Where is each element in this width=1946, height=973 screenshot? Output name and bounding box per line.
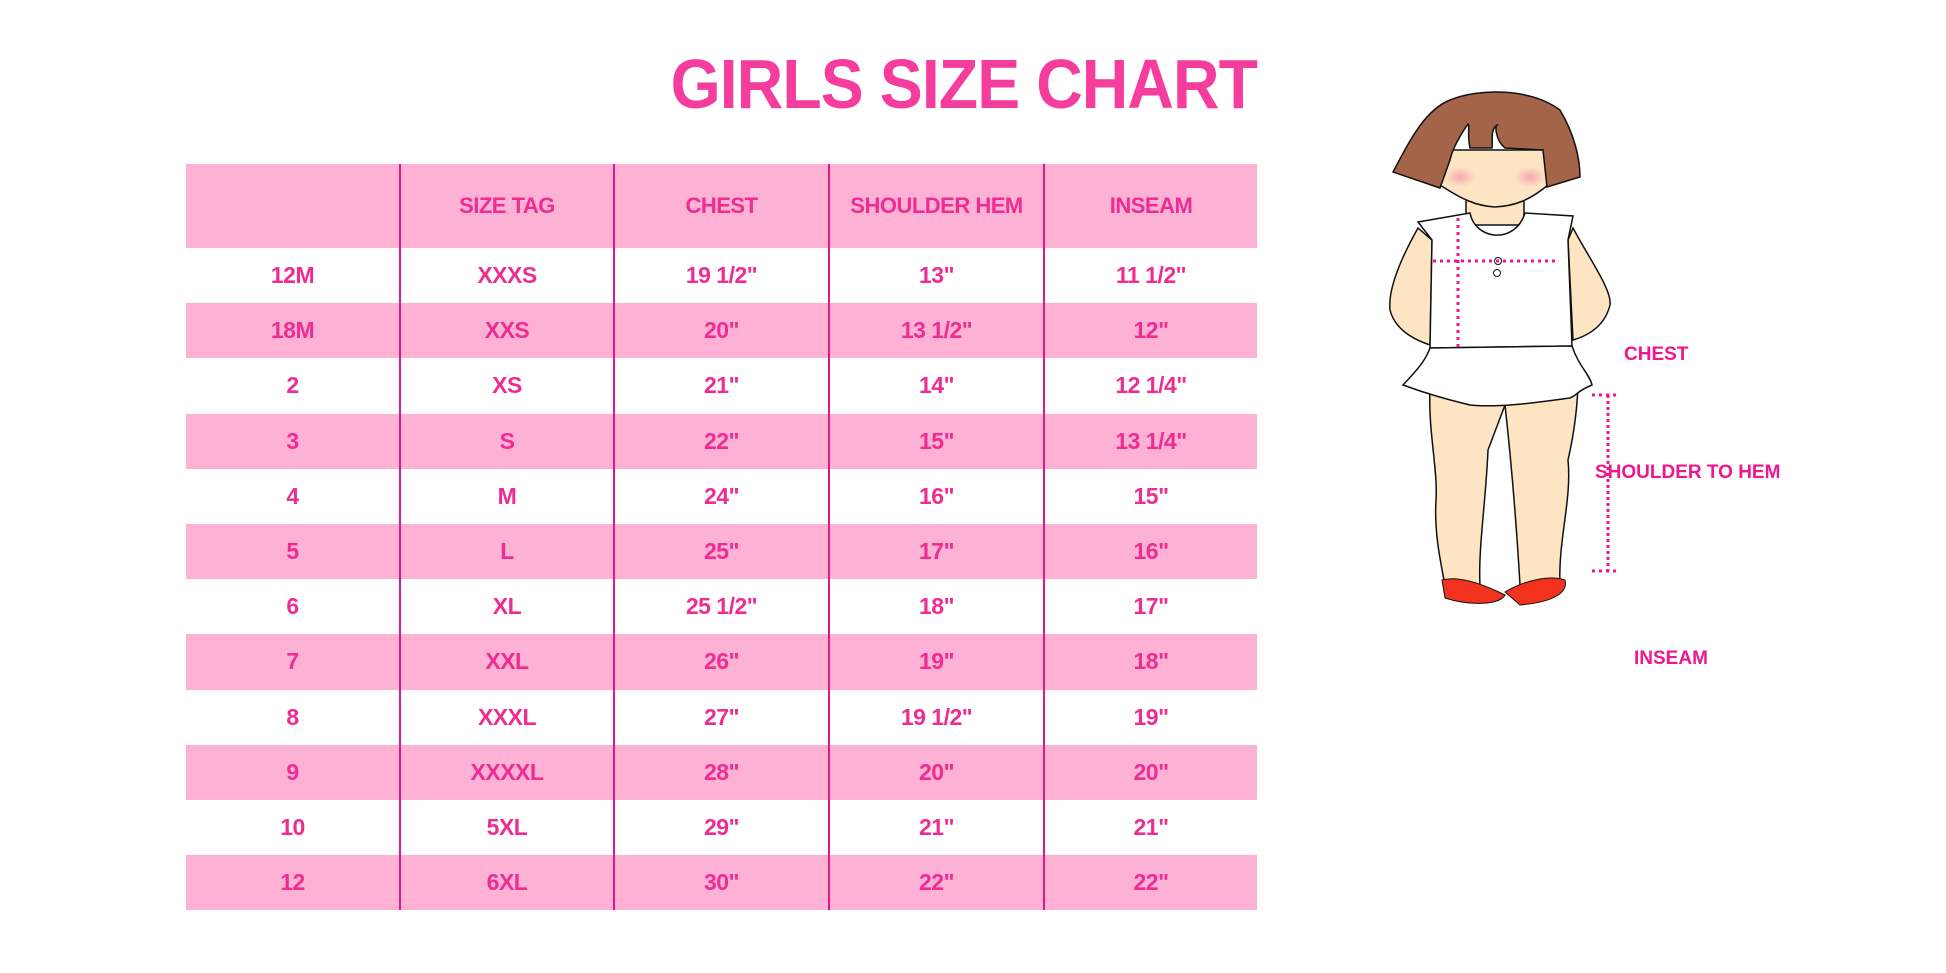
table-cell: 17" <box>828 523 1044 580</box>
table-cell: 2 <box>286 372 299 399</box>
header-row: SIZE TAG CHEST SHOULDER HEM INSEAM <box>186 164 1257 248</box>
inseam-label: INSEAM <box>1634 648 1708 669</box>
table-cell: 27" <box>613 689 829 745</box>
shirt <box>1416 212 1574 349</box>
table-cell: 7 <box>186 634 400 690</box>
table-cell: L <box>399 523 614 580</box>
table-cell: 9 <box>186 744 400 800</box>
table-row: 18M XXS 20" 13 1/2" 12" <box>186 303 1257 359</box>
table-cell: XXXL <box>399 689 614 745</box>
table-cell: 6 <box>286 593 299 620</box>
table-cell: 5 <box>186 523 400 580</box>
table-row: 2 XS 21" 14" 12 1/4" <box>186 358 1257 414</box>
page-title: GIRLS SIZE CHART <box>670 45 1258 123</box>
table-row: 10 5XL 29" 21" 21" <box>186 799 1257 856</box>
table-cell: 21" <box>1043 799 1257 856</box>
shoulder-to-hem-label: SHOULDER TO HEM <box>1595 462 1781 483</box>
table-cell: 21" <box>828 799 1044 856</box>
table-cell: 28" <box>613 744 829 800</box>
table-row: 5 L 25" 17" 16" <box>186 523 1257 580</box>
table-cell: 13 1/4" <box>1043 413 1257 469</box>
ruffle-skirt <box>1401 345 1593 407</box>
table-cell: 13" <box>828 248 1044 304</box>
table-cell: 11 1/2" <box>1043 248 1257 304</box>
table-cell: S <box>399 413 614 469</box>
table-cell: 22" <box>828 855 1044 911</box>
table-cell: 19 1/2" <box>613 248 829 304</box>
table-cell: 12" <box>1043 303 1257 359</box>
left-shoe <box>1441 578 1506 604</box>
table-cell: XXL <box>399 634 614 690</box>
table-cell: 12 <box>186 855 400 911</box>
table-row: 7 XXL 26" 19" 18" <box>186 634 1257 690</box>
left-arm <box>1389 226 1433 347</box>
table-cell: XXS <box>399 303 614 359</box>
table-cell: 15" <box>828 413 1044 469</box>
table-cell: 4 <box>286 482 299 509</box>
table-row: 12 6XL 30" 22" 22" <box>186 855 1257 911</box>
table-cell: 10 <box>280 813 305 840</box>
table-cell: 19 1/2" <box>828 689 1044 745</box>
column-header <box>186 164 400 248</box>
table-row: 4 M 24" 16" 15" <box>186 468 1257 524</box>
hair <box>1391 91 1581 189</box>
column-header: SIZE TAG <box>399 164 614 248</box>
column-header: SHOULDER HEM <box>828 164 1044 248</box>
table-cell: XL <box>399 579 614 635</box>
table-cell: 15" <box>1043 468 1257 524</box>
table-cell: 8 <box>286 703 299 730</box>
table-row: 9 XXXXL 28" 20" 20" <box>186 744 1257 800</box>
chest-label: CHEST <box>1624 344 1689 365</box>
table-cell: 20" <box>613 303 829 359</box>
table-cell: XXXXL <box>399 744 614 800</box>
table-cell: 29" <box>613 799 829 856</box>
table-cell: 24" <box>613 468 829 524</box>
right-shoe <box>1504 577 1566 606</box>
table-cell: 25" <box>613 523 829 580</box>
table-row: 12M XXXS 19 1/2" 13" 11 1/2" <box>186 248 1257 304</box>
column-header: CHEST <box>613 164 829 248</box>
table-cell: 20" <box>828 744 1044 800</box>
table-cell: 6XL <box>399 855 614 911</box>
table-cell: 12 1/4" <box>1043 358 1257 414</box>
column-header: INSEAM <box>1043 164 1257 248</box>
table-row: 6 XL 25 1/2" 18" 17" <box>186 579 1257 635</box>
table-cell: 17" <box>1043 579 1257 635</box>
size-chart-table: SIZE TAG CHEST SHOULDER HEM INSEAM 12M XXXS 1… <box>186 164 1257 911</box>
table-cell: 20" <box>1043 744 1257 800</box>
table-cell: 18M <box>186 303 400 359</box>
table-cell: 18" <box>1043 634 1257 690</box>
table-cell: 3 <box>186 413 400 469</box>
table-cell: 13 1/2" <box>828 303 1044 359</box>
table-cell: 5XL <box>399 799 614 856</box>
table-cell: 16" <box>828 468 1044 524</box>
left-leg <box>1428 389 1507 586</box>
table-row: 3 S 22" 15" 13 1/4" <box>186 413 1257 469</box>
table-cell: 19" <box>828 634 1044 690</box>
table-cell: XS <box>399 358 614 414</box>
table-cell: 12M <box>270 262 315 289</box>
table-cell: 21" <box>613 358 829 414</box>
table-cell: XXXS <box>399 248 614 304</box>
face <box>1439 149 1549 208</box>
table-cell: 26" <box>613 634 829 690</box>
table-cell: 19" <box>1043 689 1257 745</box>
table-cell: 22" <box>613 413 829 469</box>
right-leg <box>1504 378 1579 586</box>
table-cell: 30" <box>613 855 829 911</box>
table-cell: 14" <box>828 358 1044 414</box>
table-cell: 16" <box>1043 523 1257 580</box>
right-arm <box>1567 226 1611 341</box>
table-cell: 25 1/2" <box>613 579 829 635</box>
table-row: 8 XXXL 27" 19 1/2" 19" <box>186 689 1257 745</box>
table-cell: M <box>399 468 614 524</box>
table-cell: 22" <box>1043 855 1257 911</box>
table-cell: 18" <box>828 579 1044 635</box>
